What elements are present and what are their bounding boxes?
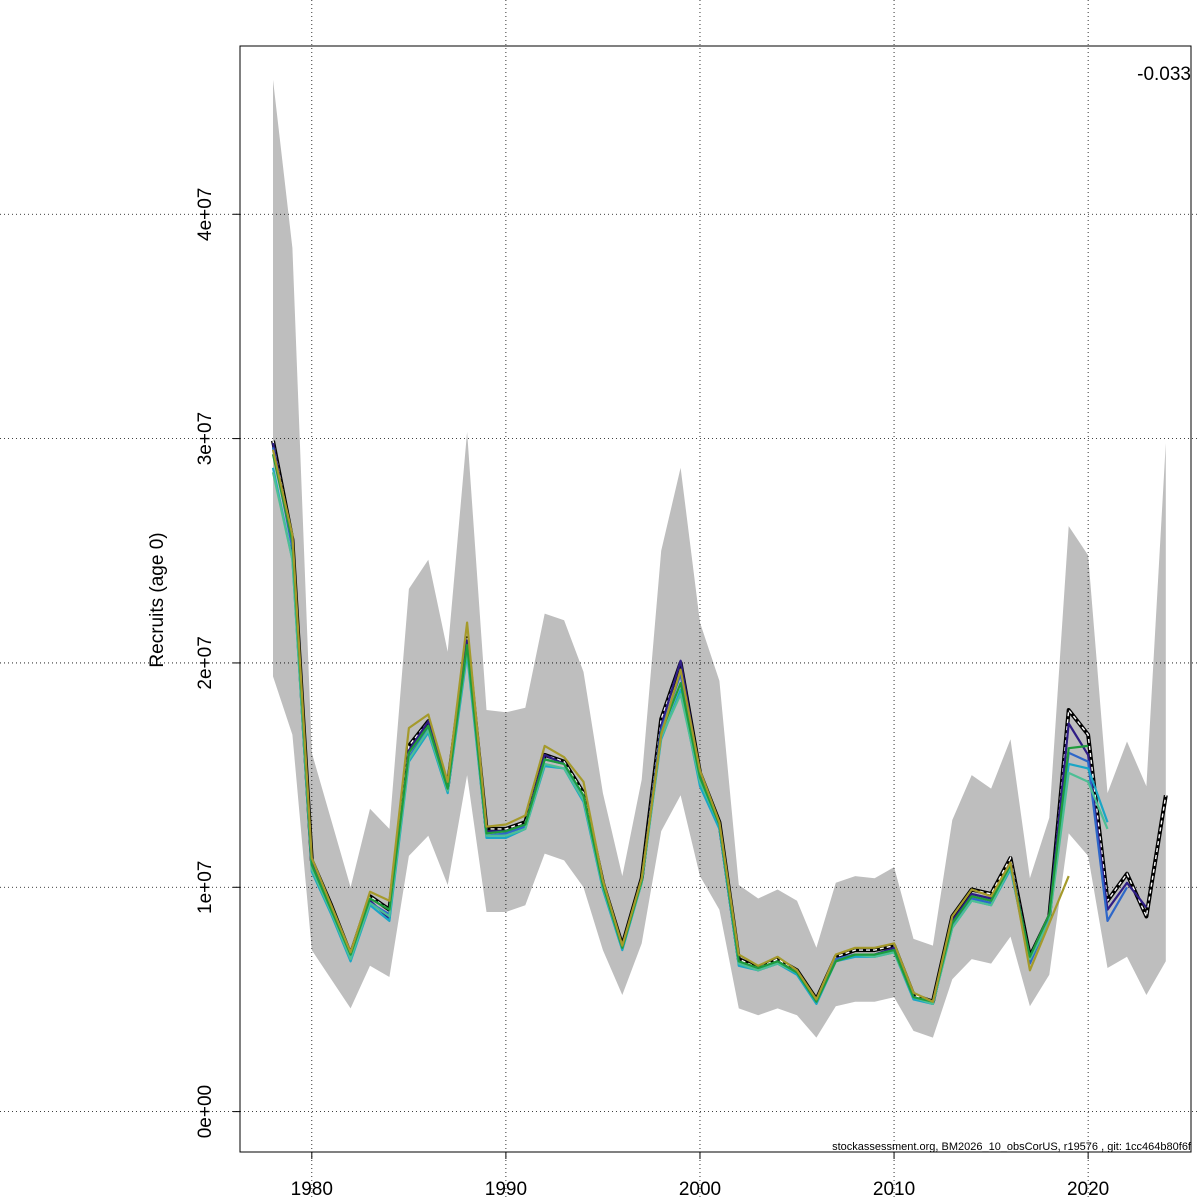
footer-credit: stockassessment.org, BM2026_10_obsCorUS,…	[832, 1141, 1192, 1153]
plot-frame	[239, 45, 1192, 1153]
series-line-peel-6	[271, 449, 1070, 1003]
y-tick-label: 4e+07	[195, 188, 216, 241]
y-tick-label: 3e+07	[195, 412, 216, 465]
series-layer	[271, 440, 1168, 1006]
x-tick-label: 1990	[485, 1179, 527, 1200]
corner-annotation: -0.033	[1137, 64, 1191, 85]
confidence-band	[273, 79, 1166, 1038]
y-axis-title: Recruits (age 0)	[147, 532, 168, 667]
series-line-peel-4	[271, 471, 1109, 1006]
axis-layer: 1980 1990 2000 2010 2020 0e+00 1e+07 2e+07 3e+07…	[195, 188, 1109, 1200]
confidence-band-layer	[273, 79, 1166, 1038]
x-tick-label: 2020	[1067, 1179, 1109, 1200]
series-line-peel-5	[271, 454, 1089, 1003]
y-tick-label: 1e+07	[195, 861, 216, 914]
x-tick-label: 2000	[679, 1179, 721, 1200]
x-tick-label: 2010	[873, 1179, 915, 1200]
y-tick-label: 2e+07	[195, 636, 216, 689]
y-tick-label: 0e+00	[195, 1085, 216, 1138]
x-tick-label: 1980	[291, 1179, 333, 1200]
